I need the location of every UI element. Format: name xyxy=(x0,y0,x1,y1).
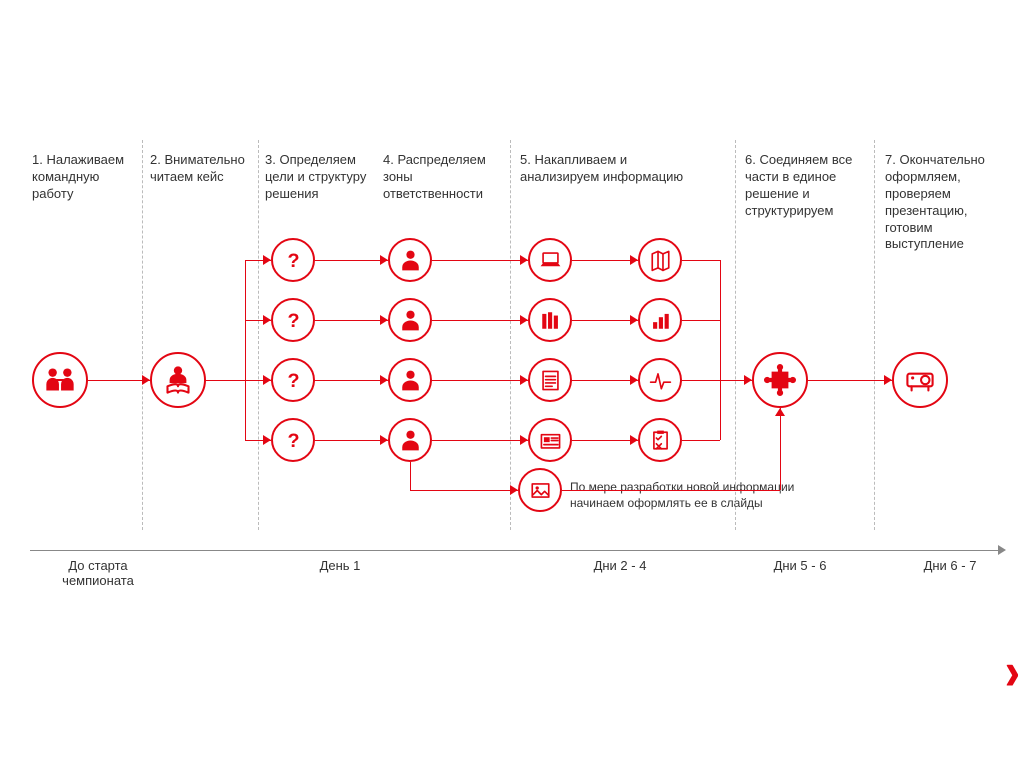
timeline-label: Дни 2 - 4 xyxy=(580,558,660,573)
edge-arrow xyxy=(263,375,271,385)
edge xyxy=(572,260,638,261)
bars-icon xyxy=(638,298,682,342)
phase-divider xyxy=(874,140,875,530)
edge xyxy=(410,490,518,491)
edge-arrow xyxy=(263,315,271,325)
edge xyxy=(315,380,388,381)
timeline-label: Дни 5 - 6 xyxy=(760,558,840,573)
edge-arrow xyxy=(263,435,271,445)
question-icon: ? xyxy=(271,238,315,282)
edge xyxy=(572,380,638,381)
timeline-label: День 1 xyxy=(300,558,380,573)
step-label-5: 5. Накапливаем и анализируем информацию xyxy=(520,152,700,186)
news-icon xyxy=(528,418,572,462)
chevron-decoration: ›› xyxy=(1005,642,1006,702)
edge-arrow xyxy=(263,255,271,265)
flow-diagram: 1. Налаживаем командную работу2. Внимате… xyxy=(0,0,1024,767)
edge-arrow xyxy=(142,375,150,385)
edge xyxy=(315,260,388,261)
phase-divider xyxy=(258,140,259,530)
image-icon xyxy=(518,468,562,512)
edge xyxy=(206,380,245,381)
timeline-label: До старта чемпионата xyxy=(48,558,148,588)
edge-arrow xyxy=(520,315,528,325)
person-icon xyxy=(388,238,432,282)
edge xyxy=(682,380,720,381)
edge xyxy=(808,380,892,381)
svg-text:?: ? xyxy=(287,370,299,392)
edge-arrow xyxy=(520,375,528,385)
question-icon: ? xyxy=(271,418,315,462)
svg-text:?: ? xyxy=(287,430,299,452)
step-label-1: 1. Налаживаем командную работу xyxy=(32,152,142,203)
edge-arrow xyxy=(520,435,528,445)
step-label-6: 6. Соединяем все части в единое решение … xyxy=(745,152,875,220)
doc-icon xyxy=(528,358,572,402)
edge-arrow xyxy=(630,375,638,385)
team-icon xyxy=(32,352,88,408)
edge xyxy=(682,260,720,261)
edge xyxy=(410,462,411,490)
person-icon xyxy=(388,358,432,402)
edge xyxy=(432,440,528,441)
person-icon xyxy=(388,298,432,342)
pulse-icon xyxy=(638,358,682,402)
timeline-axis xyxy=(30,550,1000,551)
edge-arrow xyxy=(380,435,388,445)
phase-divider xyxy=(510,140,511,530)
books-icon xyxy=(528,298,572,342)
edge xyxy=(432,380,528,381)
edge-arrow xyxy=(884,375,892,385)
edge xyxy=(572,320,638,321)
edge-arrow xyxy=(380,315,388,325)
timeline-label: Дни 6 - 7 xyxy=(910,558,990,573)
edge-arrow xyxy=(775,408,785,416)
edge xyxy=(562,490,780,491)
edge-arrow xyxy=(510,485,518,495)
edge-arrow xyxy=(630,315,638,325)
edge-arrow xyxy=(630,255,638,265)
edge-arrow xyxy=(520,255,528,265)
step-label-4: 4. Распределяем зоны ответственности xyxy=(383,152,503,203)
edge xyxy=(245,260,246,440)
edge-arrow xyxy=(744,375,752,385)
step-label-7: 7. Окончательно оформляем, проверяем пре… xyxy=(885,152,1015,253)
slide-note: По мере разработки новой информации начи… xyxy=(570,480,830,511)
edge-arrow xyxy=(630,435,638,445)
edge xyxy=(432,260,528,261)
phase-divider xyxy=(735,140,736,530)
person-icon xyxy=(388,418,432,462)
edge-arrow xyxy=(380,255,388,265)
svg-text:?: ? xyxy=(287,250,299,272)
edge xyxy=(720,260,721,440)
timeline-arrow xyxy=(998,545,1006,555)
step-label-3: 3. Определяем цели и структуру решения xyxy=(265,152,375,203)
reader-icon xyxy=(150,352,206,408)
edge xyxy=(682,440,720,441)
edge xyxy=(88,380,150,381)
step-label-2: 2. Внимательно читаем кейс xyxy=(150,152,260,186)
edge xyxy=(682,320,720,321)
projector-icon xyxy=(892,352,948,408)
question-icon: ? xyxy=(271,298,315,342)
edge xyxy=(780,408,781,490)
checklist-icon xyxy=(638,418,682,462)
map-icon xyxy=(638,238,682,282)
edge xyxy=(572,440,638,441)
laptop-icon xyxy=(528,238,572,282)
edge xyxy=(432,320,528,321)
phase-divider xyxy=(142,140,143,530)
question-icon: ? xyxy=(271,358,315,402)
svg-text:?: ? xyxy=(287,310,299,332)
puzzle-icon xyxy=(752,352,808,408)
edge xyxy=(315,320,388,321)
edge xyxy=(315,440,388,441)
edge-arrow xyxy=(380,375,388,385)
